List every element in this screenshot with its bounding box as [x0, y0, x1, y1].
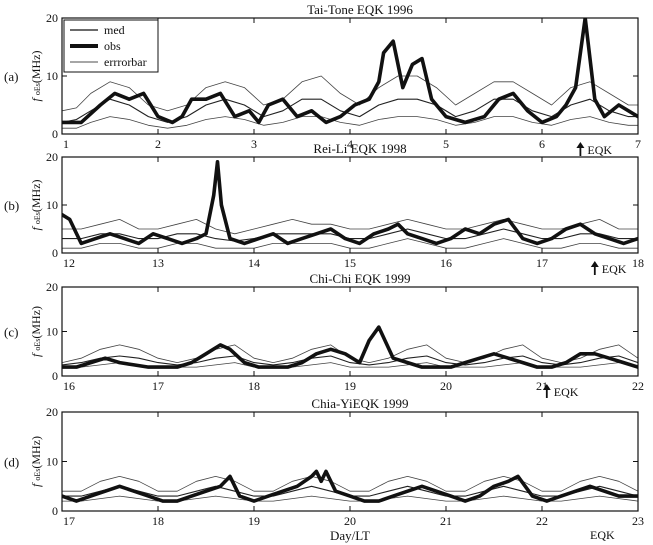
- y-axis-label-a: f oEs(MHz): [29, 50, 43, 101]
- x-tick-label-a: 2: [155, 137, 161, 151]
- series-line-obs-d: [62, 469, 638, 503]
- series-line-errrorbar-lower-a: [62, 116, 638, 129]
- panel-title-d: Chia-YiEQK 1999: [311, 396, 408, 411]
- y-tick-label-a: 10: [46, 69, 58, 83]
- series-line-med-c: [62, 355, 638, 366]
- x-tick-label-a: 7: [635, 137, 641, 151]
- x-tick-label-c: 16: [63, 379, 75, 393]
- panel-b: 12 13 14 15 16 17 18 0 10 20 Rei-Li EQK 1998 (b) f o…: [4, 141, 644, 276]
- x-tick-label-c: 18: [248, 379, 260, 393]
- eqk-label-a: EQK: [587, 143, 612, 157]
- series-group-b: [62, 160, 638, 249]
- x-tick-label-a: 5: [443, 137, 449, 151]
- x-tick-label-b: 13: [152, 256, 164, 270]
- x-tick-label-a: 1: [63, 137, 69, 151]
- series-line-errrorbar-upper-b: [62, 218, 638, 235]
- series-line-obs-b: [62, 160, 638, 246]
- x-tick-label-b: 18: [632, 256, 644, 270]
- eqk-label-c: EQK: [554, 385, 579, 399]
- x-tick-label-d: 23: [632, 514, 644, 528]
- panel-d: 17 18 19 20 21 22 23 0 10 20 Chia-YiEQK 1999 (d) f o…: [4, 396, 644, 542]
- legend: med obs errrorbar: [63, 19, 159, 73]
- panel-label-c: (c): [4, 325, 18, 340]
- y-tick-label-c: 10: [46, 325, 58, 339]
- y-axis-label-c: f oEs(MHz): [29, 306, 43, 357]
- x-tick-label-a: 3: [251, 137, 257, 151]
- panel-title-b: Rei-Li EQK 1998: [313, 141, 406, 156]
- panel-title-a: Tai-Tone EQK 1996: [307, 2, 413, 17]
- panel-label-d: (d): [4, 455, 19, 470]
- x-tick-label-d: 20: [344, 514, 356, 528]
- y-tick-label-b: 20: [46, 150, 58, 164]
- x-tick-label-d: 17: [63, 514, 75, 528]
- y-tick-label-a: 20: [46, 11, 58, 25]
- eqk-label-d: EQK: [590, 528, 615, 542]
- series-line-obs-a: [62, 18, 638, 125]
- panel-label-a: (a): [4, 69, 18, 84]
- x-axis-label: Day/LT: [330, 528, 370, 543]
- eqk-arrowhead-a: [576, 142, 585, 148]
- x-tick-label-c: 20: [440, 379, 452, 393]
- x-tick-label-c: 22: [632, 379, 644, 393]
- legend-label-obs: obs: [104, 39, 121, 53]
- series-line-obs-c: [62, 325, 638, 369]
- x-tick-label-b: 12: [63, 256, 75, 270]
- legend-label-errorbar: errrorbar: [104, 55, 147, 69]
- x-tick-label-c: 17: [152, 379, 164, 393]
- series-group-d: [62, 469, 638, 503]
- y-axis-label-d: f oEs(MHz): [29, 436, 43, 487]
- series-group-a: [62, 18, 638, 129]
- x-tick-label-b: 15: [344, 256, 356, 270]
- series-line-errrorbar-upper-a: [62, 75, 638, 112]
- eqk-label-b: EQK: [602, 262, 627, 276]
- series-line-med-a: [62, 98, 638, 123]
- x-tick-label-b: 14: [248, 256, 260, 270]
- series-line-errrorbar-upper-d: [62, 475, 638, 492]
- y-tick-label-d: 10: [46, 455, 58, 469]
- y-tick-label-d: 20: [46, 405, 58, 419]
- x-tick-label-b: 16: [440, 256, 452, 270]
- panel-label-b: (b): [4, 198, 19, 213]
- y-tick-label-a: 0: [52, 127, 58, 141]
- x-tick-label-d: 21: [440, 514, 452, 528]
- y-tick-label-b: 10: [46, 198, 58, 212]
- x-tick-label-c: 19: [344, 379, 356, 393]
- y-tick-label-c: 20: [46, 280, 58, 294]
- x-tick-label-b: 17: [536, 256, 548, 270]
- y-tick-label-c: 0: [52, 369, 58, 383]
- x-tick-label-d: 18: [152, 514, 164, 528]
- panel-a: 1 2 3 4 5 6 7 0 10 20 Tai-Tone EQK 1996 (a) f oEs(MH…: [4, 2, 641, 157]
- x-tick-label-a: 4: [347, 137, 353, 151]
- x-tick-label-a: 6: [539, 137, 545, 151]
- eqk-arrowhead-b: [590, 261, 599, 267]
- y-tick-label-b: 0: [52, 246, 58, 260]
- y-tick-label-d: 0: [52, 504, 58, 518]
- legend-label-med: med: [104, 23, 125, 37]
- x-tick-label-d: 22: [536, 514, 548, 528]
- panel-title-c: Chi-Chi EQK 1999: [309, 271, 410, 286]
- series-group-c: [62, 325, 638, 369]
- x-tick-label-d: 19: [248, 514, 260, 528]
- y-axis-label-b: f oEs(MHz): [29, 179, 43, 230]
- eqk-arrowhead-c: [542, 384, 551, 390]
